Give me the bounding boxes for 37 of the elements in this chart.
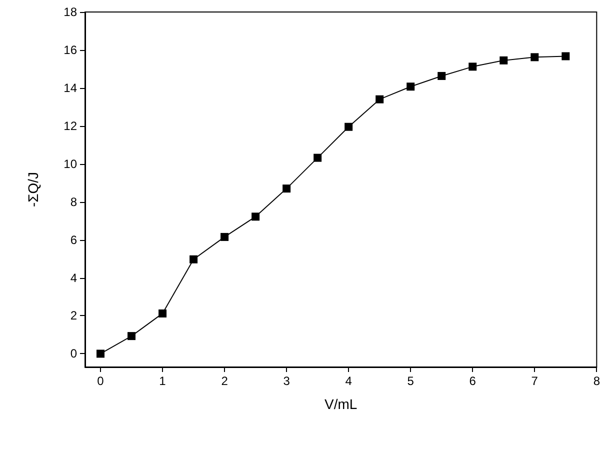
point <box>376 95 384 104</box>
point <box>530 53 539 62</box>
point <box>406 82 415 91</box>
point <box>282 184 291 193</box>
y-tick-label: 2 <box>70 308 78 323</box>
y-tick-label: 4 <box>70 270 78 285</box>
y-tick-label: 10 <box>64 156 78 171</box>
point <box>252 212 260 221</box>
y-tick-label: 18 <box>64 5 78 19</box>
y-tick-label: 0 <box>70 346 78 361</box>
x-tick-label: 4 <box>345 374 352 388</box>
point <box>158 309 167 318</box>
y-tick-label: 14 <box>64 80 78 95</box>
x-tick-label: 3 <box>283 374 290 388</box>
x-tick-label: 5 <box>407 374 414 388</box>
x-axis-title: V/mL <box>324 396 358 412</box>
x-tick-label: 0 <box>97 374 104 388</box>
y-tick-label: 12 <box>64 118 78 133</box>
y-tick-label: 16 <box>64 42 78 57</box>
y-axis-title: -ΣQ/J <box>25 172 41 208</box>
point <box>500 56 508 64</box>
x-tick-label: 8 <box>593 374 600 388</box>
point <box>128 332 136 340</box>
point <box>438 72 446 80</box>
point <box>468 62 477 71</box>
point <box>96 350 105 358</box>
x-tick-label: 1 <box>159 374 166 388</box>
x-tick-label: 7 <box>531 374 538 388</box>
x-tick-label: 6 <box>469 374 476 388</box>
x-tick-label: 2 <box>221 374 228 388</box>
y-tick-label: 8 <box>70 194 78 209</box>
point <box>314 154 322 162</box>
point <box>220 232 229 241</box>
point <box>562 52 570 60</box>
y-tick-label: 6 <box>70 232 78 247</box>
point <box>190 255 198 264</box>
point <box>344 122 353 131</box>
